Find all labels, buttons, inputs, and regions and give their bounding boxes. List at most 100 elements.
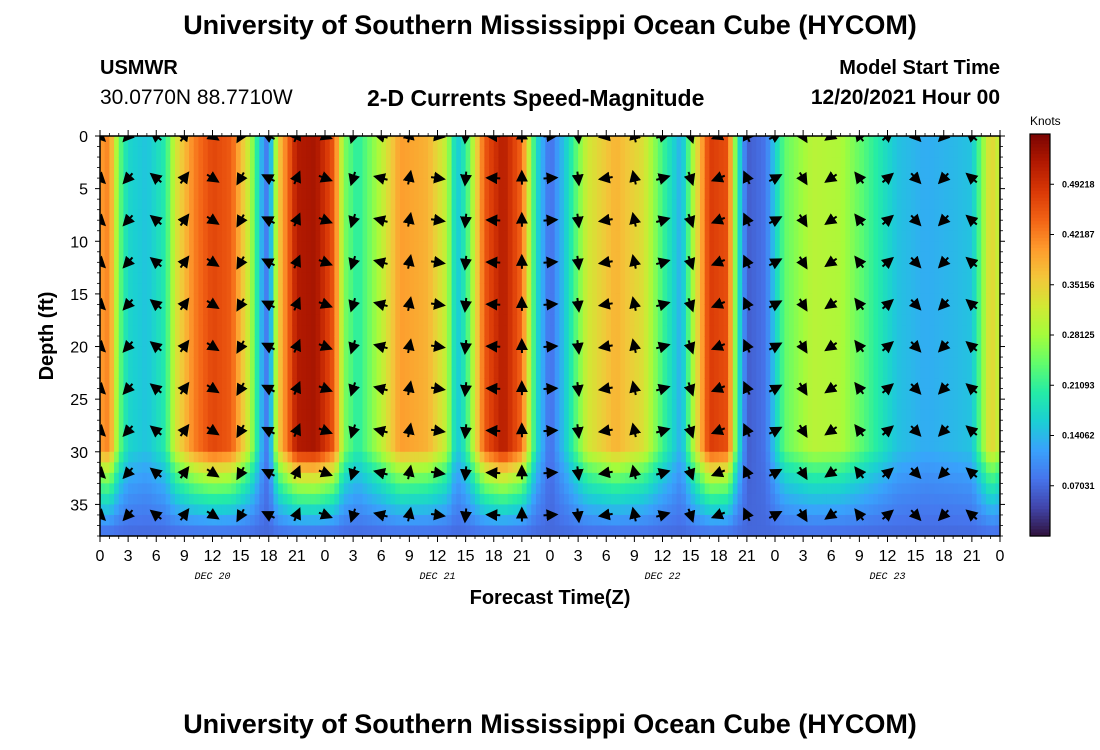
heatmap-cell bbox=[540, 346, 546, 358]
heatmap-cell bbox=[700, 336, 706, 348]
heatmap-cell bbox=[596, 188, 603, 200]
heatmap-cell bbox=[475, 262, 481, 274]
heatmap-cell bbox=[310, 146, 317, 158]
heatmap-cell bbox=[582, 272, 589, 284]
heatmap-cell bbox=[681, 178, 687, 190]
heatmap-cell bbox=[315, 472, 321, 484]
heatmap-cell bbox=[634, 378, 640, 390]
heatmap-cell bbox=[198, 514, 204, 527]
heatmap-cell bbox=[357, 209, 364, 221]
heatmap-cell bbox=[446, 241, 453, 253]
heatmap-cell bbox=[493, 262, 500, 274]
heatmap-cell bbox=[545, 388, 551, 400]
heatmap-cell bbox=[160, 146, 167, 158]
heatmap-cell bbox=[221, 220, 228, 232]
heatmap-cell bbox=[193, 493, 200, 506]
heatmap-cell bbox=[104, 483, 110, 495]
heatmap-cell bbox=[264, 178, 270, 190]
heatmap-cell bbox=[175, 451, 181, 463]
heatmap-cell bbox=[554, 241, 560, 253]
heatmap-cell bbox=[498, 430, 504, 442]
heatmap-cell bbox=[137, 251, 143, 263]
heatmap-cell bbox=[165, 220, 171, 232]
heatmap-cell bbox=[292, 399, 298, 411]
heatmap-cell bbox=[531, 357, 537, 369]
heatmap-cell bbox=[442, 399, 448, 411]
heatmap-cell bbox=[475, 293, 481, 306]
heatmap-cell bbox=[564, 146, 570, 158]
heatmap-cell bbox=[479, 441, 485, 453]
heatmap-cell bbox=[357, 462, 364, 474]
heatmap-cell bbox=[367, 167, 373, 179]
heatmap-cell bbox=[620, 462, 626, 474]
heatmap-cell bbox=[400, 525, 406, 536]
heatmap-cell bbox=[559, 346, 565, 358]
heatmap-cell bbox=[554, 525, 560, 536]
heatmap-cell bbox=[310, 346, 317, 358]
heatmap-cell bbox=[245, 178, 251, 190]
heatmap-cell bbox=[653, 136, 659, 148]
heatmap-cell bbox=[526, 209, 532, 221]
heatmap-cell bbox=[306, 157, 312, 169]
heatmap-cell bbox=[709, 388, 715, 400]
heatmap-cell bbox=[193, 504, 200, 516]
heatmap-cell bbox=[465, 451, 471, 463]
heatmap-cell bbox=[343, 336, 350, 348]
heatmap-cell bbox=[310, 336, 317, 348]
heatmap-cell bbox=[198, 251, 204, 263]
heatmap-cell bbox=[582, 493, 589, 506]
heatmap-cell bbox=[362, 441, 368, 453]
heatmap-cell bbox=[390, 199, 396, 211]
heatmap-cell bbox=[418, 188, 425, 200]
heatmap-cell bbox=[287, 462, 293, 474]
heatmap-cell bbox=[400, 241, 406, 253]
heatmap-cell bbox=[390, 314, 396, 327]
heatmap-cell bbox=[423, 209, 429, 221]
heatmap-cell bbox=[198, 388, 204, 400]
heatmap-cell bbox=[662, 472, 668, 484]
heatmap-cell bbox=[446, 441, 453, 453]
heatmap-cell bbox=[151, 325, 157, 337]
heatmap-cell bbox=[423, 504, 429, 516]
heatmap-cell bbox=[484, 388, 490, 400]
heatmap-cell bbox=[615, 504, 621, 516]
heatmap-cell bbox=[629, 367, 635, 379]
heatmap-cell bbox=[493, 388, 500, 400]
heatmap-cell bbox=[310, 199, 317, 211]
heatmap-cell bbox=[118, 409, 125, 421]
heatmap-cell bbox=[625, 230, 631, 242]
heatmap-cell bbox=[175, 167, 181, 179]
heatmap-cell bbox=[559, 430, 565, 442]
heatmap-cell bbox=[517, 357, 523, 369]
heatmap-cell bbox=[114, 157, 120, 169]
heatmap-cell bbox=[395, 346, 401, 358]
heatmap-cell bbox=[292, 199, 298, 211]
heatmap-cell bbox=[207, 178, 214, 190]
heatmap-cell bbox=[512, 230, 518, 242]
heatmap-cell bbox=[310, 472, 317, 484]
heatmap-cell bbox=[109, 325, 115, 337]
heatmap-cell bbox=[629, 451, 635, 463]
heatmap-cell bbox=[512, 293, 518, 306]
heatmap-cell bbox=[657, 441, 664, 453]
heatmap-cell bbox=[132, 525, 139, 536]
heatmap-cell bbox=[254, 262, 260, 274]
heatmap-cell bbox=[146, 188, 153, 200]
heatmap-cell bbox=[343, 283, 350, 295]
heatmap-cell bbox=[128, 346, 134, 358]
heatmap-cell bbox=[685, 441, 692, 453]
heatmap-cell bbox=[339, 525, 345, 536]
heatmap-cell bbox=[334, 346, 340, 358]
heatmap-cell bbox=[264, 483, 270, 495]
heatmap-cell bbox=[648, 209, 654, 221]
heatmap-cell bbox=[235, 367, 242, 379]
heatmap-cell bbox=[381, 525, 387, 536]
heatmap-cell bbox=[160, 483, 167, 495]
heatmap-cell bbox=[634, 157, 640, 169]
heatmap-cell bbox=[620, 209, 626, 221]
heatmap-cell bbox=[104, 420, 110, 432]
heatmap-cell bbox=[648, 220, 654, 232]
heatmap-cell bbox=[104, 220, 110, 232]
heatmap-cell bbox=[160, 314, 167, 327]
heatmap-cell bbox=[334, 146, 340, 158]
